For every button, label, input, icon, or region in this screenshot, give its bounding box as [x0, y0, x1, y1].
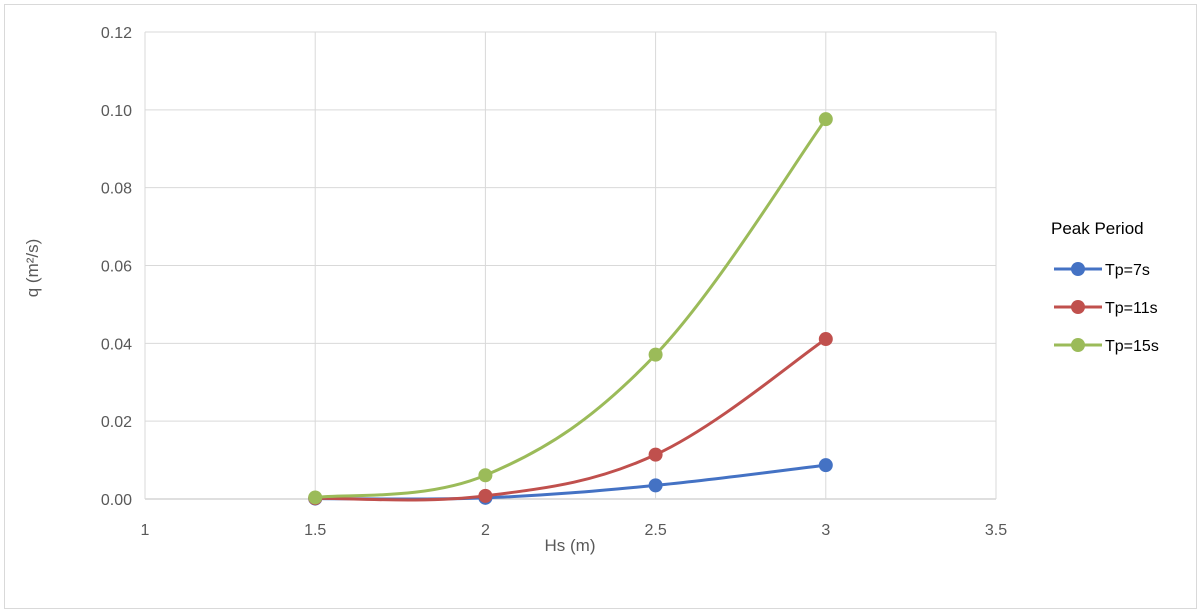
y-tick-label: 0.00: [101, 492, 132, 509]
data-point: [818, 458, 833, 473]
y-tick-label: 0.08: [101, 181, 132, 198]
legend-label: Tp=11s: [1105, 300, 1158, 317]
legend: Peak Period Tp=7s Tp=11s Tp=15s: [1051, 219, 1159, 355]
series-lines: [308, 112, 833, 506]
data-point: [478, 488, 493, 503]
x-axis-title: Hs (m): [545, 536, 596, 555]
y-axis-title: q (m²/s): [23, 239, 42, 298]
data-point: [818, 112, 833, 127]
legend-marker: [1071, 338, 1085, 352]
y-tick-label: 0.12: [101, 25, 132, 42]
x-tick-label: 1.5: [304, 522, 326, 539]
legend-item: Tp=11s: [1054, 300, 1158, 317]
legend-label: Tp=15s: [1105, 338, 1159, 355]
legend-item: Tp=7s: [1054, 262, 1150, 279]
x-tick-labels: 1 1.5 2 2.5 3 3.5: [141, 522, 1008, 539]
x-tick-label: 3: [821, 522, 830, 539]
y-tick-label: 0.04: [101, 336, 132, 353]
legend-item: Tp=15s: [1054, 338, 1159, 355]
series-tp-15s: [308, 112, 833, 505]
y-tick-label: 0.06: [101, 259, 132, 276]
y-tick-labels: 0.00 0.02 0.04 0.06 0.08 0.10 0.12: [101, 25, 132, 509]
y-tick-label: 0.02: [101, 414, 132, 431]
legend-label: Tp=7s: [1105, 262, 1150, 279]
series-line: [313, 117, 828, 499]
data-point: [648, 478, 663, 493]
data-point: [648, 347, 663, 362]
legend-marker: [1071, 300, 1085, 314]
data-point: [478, 468, 493, 483]
x-tick-label: 1: [141, 522, 150, 539]
x-tick-label: 2: [481, 522, 490, 539]
chart-frame: [4, 4, 1197, 609]
legend-marker: [1071, 262, 1085, 276]
legend-title: Peak Period: [1051, 219, 1144, 238]
series-line: [313, 337, 828, 502]
data-point: [308, 490, 323, 505]
grid-lines: [144, 31, 997, 500]
y-tick-label: 0.10: [101, 103, 132, 120]
series-tp-11s: [308, 332, 833, 506]
x-tick-label: 3.5: [985, 522, 1007, 539]
data-point: [818, 332, 833, 347]
x-tick-label: 2.5: [644, 522, 666, 539]
data-point: [648, 447, 663, 462]
